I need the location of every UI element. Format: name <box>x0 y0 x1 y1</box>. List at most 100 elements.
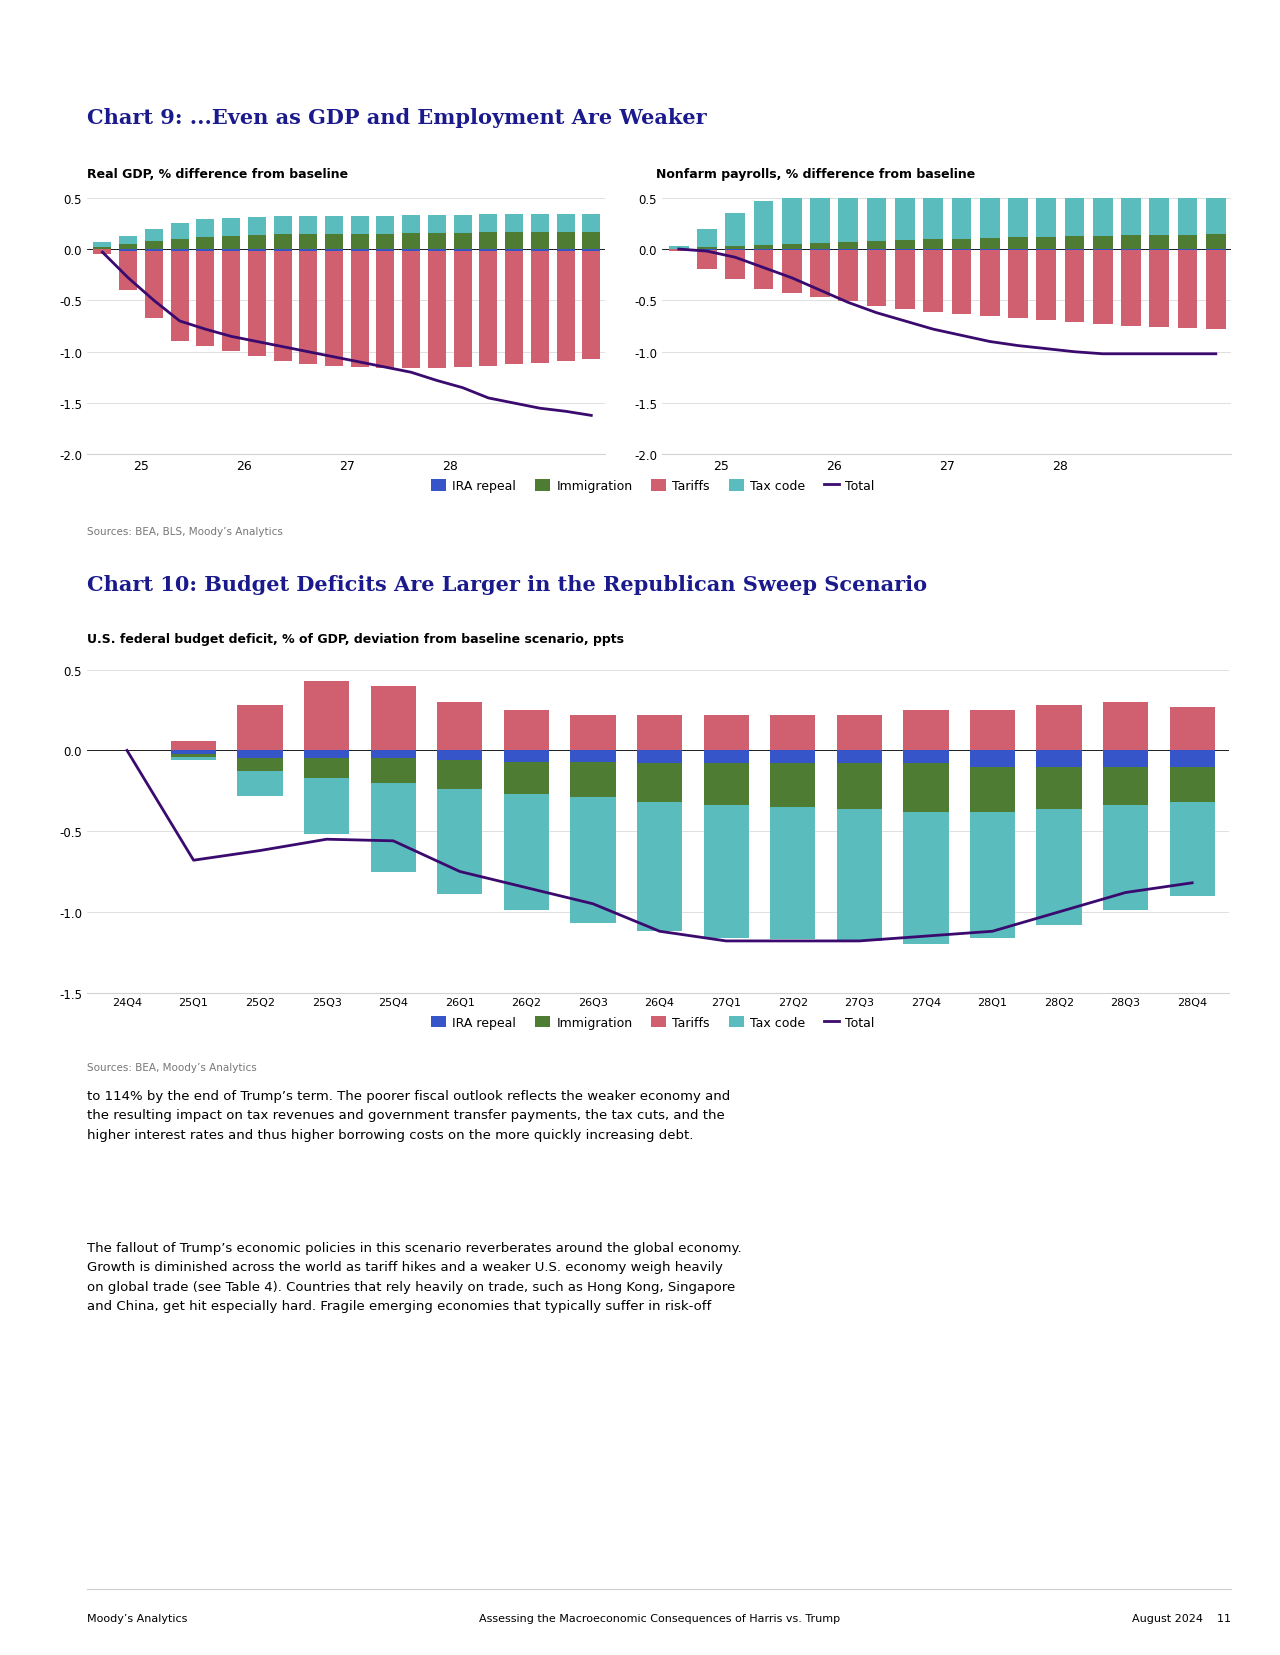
Text: Chart 10: Budget Deficits Are Larger in the Republican Sweep Scenario: Chart 10: Budget Deficits Are Larger in … <box>87 574 927 594</box>
Bar <box>145 250 163 252</box>
Bar <box>557 252 575 362</box>
Bar <box>904 710 948 751</box>
Bar <box>895 192 915 240</box>
Bar <box>145 230 163 242</box>
Bar <box>704 806 749 938</box>
Bar <box>480 232 498 250</box>
Bar <box>351 217 369 235</box>
Bar <box>923 190 943 240</box>
Bar <box>453 250 471 252</box>
Bar <box>637 803 682 932</box>
Bar <box>248 235 266 250</box>
Bar <box>1037 705 1082 751</box>
Bar <box>582 232 600 250</box>
Bar <box>402 250 420 252</box>
Bar <box>325 250 343 252</box>
Bar <box>1206 185 1226 235</box>
Text: Moody’s Analytics: Moody’s Analytics <box>87 1612 187 1624</box>
Bar <box>506 250 524 252</box>
Text: August 2024    11: August 2024 11 <box>1133 1612 1231 1624</box>
Bar <box>170 225 188 240</box>
Bar <box>428 217 445 233</box>
Text: Chart 9: ...Even as GDP and Employment Are Weaker: Chart 9: ...Even as GDP and Employment A… <box>87 108 707 127</box>
Bar <box>1103 751 1148 766</box>
Bar <box>402 233 420 250</box>
Bar <box>1170 707 1215 751</box>
Bar <box>698 230 717 248</box>
Bar <box>782 245 801 250</box>
Bar <box>506 215 524 232</box>
Bar <box>837 751 882 765</box>
Bar <box>895 252 915 309</box>
Bar <box>305 760 349 778</box>
Bar <box>506 252 524 364</box>
Bar <box>571 798 616 923</box>
Bar <box>1178 187 1197 235</box>
Text: Sources: BEA, BLS, Moody’s Analytics: Sources: BEA, BLS, Moody’s Analytics <box>87 526 283 536</box>
Bar <box>1093 187 1112 237</box>
Bar <box>904 765 948 813</box>
Bar <box>274 252 292 362</box>
Bar <box>172 755 216 758</box>
Bar <box>1037 252 1056 321</box>
Bar <box>837 765 882 809</box>
Bar <box>1149 252 1169 328</box>
Bar <box>300 217 317 235</box>
Bar <box>145 242 163 250</box>
Bar <box>1093 237 1112 250</box>
Bar <box>170 250 188 252</box>
Bar <box>754 247 773 250</box>
Bar <box>1121 252 1140 328</box>
Bar <box>1178 235 1197 250</box>
Bar <box>531 215 549 232</box>
Bar <box>376 217 394 235</box>
Bar <box>504 763 549 794</box>
Bar <box>754 202 773 247</box>
Bar <box>428 250 445 252</box>
Bar <box>351 252 369 367</box>
Bar <box>351 235 369 250</box>
Bar <box>172 751 216 755</box>
Text: The fallout of Trump’s economic policies in this scenario reverberates around th: The fallout of Trump’s economic policies… <box>87 1241 741 1312</box>
Bar <box>970 813 1015 938</box>
Bar <box>504 710 549 751</box>
Legend: IRA repeal, Immigration, Tariffs, Tax code, Total: IRA repeal, Immigration, Tariffs, Tax co… <box>426 475 879 498</box>
Bar <box>376 250 394 252</box>
Bar <box>428 233 445 250</box>
Bar <box>726 252 745 280</box>
Bar <box>704 765 749 806</box>
Bar <box>895 240 915 250</box>
Bar <box>305 778 349 834</box>
Bar <box>698 252 717 270</box>
Bar <box>557 250 575 252</box>
Text: to 114% by the end of Trump’s term. The poorer fiscal outlook reflects the weake: to 114% by the end of Trump’s term. The … <box>87 1089 731 1140</box>
Bar <box>453 233 471 250</box>
Bar <box>305 751 349 760</box>
Bar <box>704 751 749 765</box>
Bar <box>970 751 1015 766</box>
Bar <box>1170 766 1215 803</box>
Bar <box>923 240 943 250</box>
Bar <box>979 252 1000 316</box>
Text: U.S. federal budget deficit, % of GDP, deviation from baseline scenario, ppts: U.S. federal budget deficit, % of GDP, d… <box>87 632 625 645</box>
Bar <box>248 218 266 235</box>
Text: Assessing the Macroeconomic Consequences of Harris vs. Trump: Assessing the Macroeconomic Consequences… <box>479 1612 840 1624</box>
Bar <box>1178 252 1197 329</box>
Bar <box>119 245 137 250</box>
Bar <box>248 250 266 252</box>
Bar <box>838 243 858 250</box>
Bar <box>904 813 948 945</box>
Bar <box>238 751 283 760</box>
Bar <box>438 789 483 895</box>
Bar <box>480 250 498 252</box>
Bar <box>782 197 801 245</box>
Bar <box>970 710 1015 751</box>
Bar <box>1170 751 1215 766</box>
Bar <box>1009 252 1028 319</box>
Bar <box>669 247 689 250</box>
Text: Sources: BEA, Moody’s Analytics: Sources: BEA, Moody’s Analytics <box>87 1063 257 1072</box>
Bar <box>172 758 216 761</box>
Bar <box>698 248 717 250</box>
Bar <box>93 248 111 250</box>
Bar <box>1009 238 1028 250</box>
